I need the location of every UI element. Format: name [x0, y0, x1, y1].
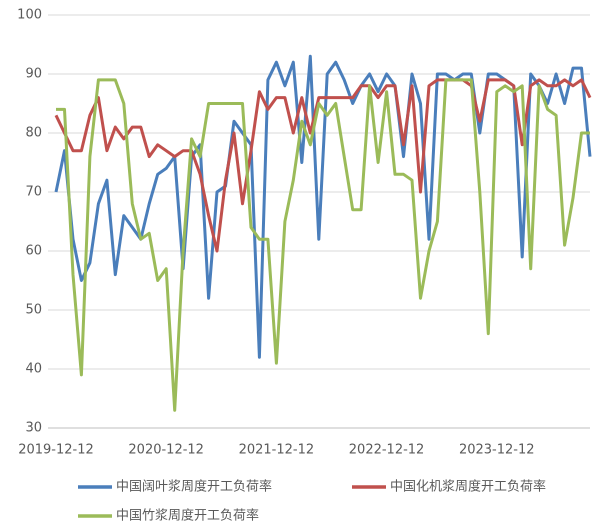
- y-tick-label: 100: [17, 8, 42, 23]
- series-line: [56, 78, 590, 412]
- y-tick-label: 60: [25, 244, 42, 259]
- series-line: [54, 78, 592, 253]
- legend-label: 中国阔叶浆周度开工负荷率: [116, 479, 272, 495]
- x-tick-label: 2019-12-12: [18, 443, 94, 458]
- y-tick-label: 50: [25, 303, 42, 318]
- y-tick-label: 90: [25, 67, 42, 82]
- series-line: [54, 54, 592, 359]
- y-tick-label: 40: [25, 362, 42, 377]
- y-tick-label: 30: [25, 421, 42, 436]
- y-tick-label: 80: [25, 126, 42, 141]
- x-tick-label: 2023-12-12: [459, 443, 535, 458]
- y-tick-label: 70: [25, 185, 42, 200]
- x-tick-label: 2021-12-12: [239, 443, 315, 458]
- x-tick-label: 2022-12-12: [349, 443, 425, 458]
- legend-label: 中国竹浆周度开工负荷率: [116, 508, 259, 524]
- legend-label: 中国化机浆周度开工负荷率: [390, 479, 546, 495]
- x-tick-label: 2020-12-12: [128, 443, 204, 458]
